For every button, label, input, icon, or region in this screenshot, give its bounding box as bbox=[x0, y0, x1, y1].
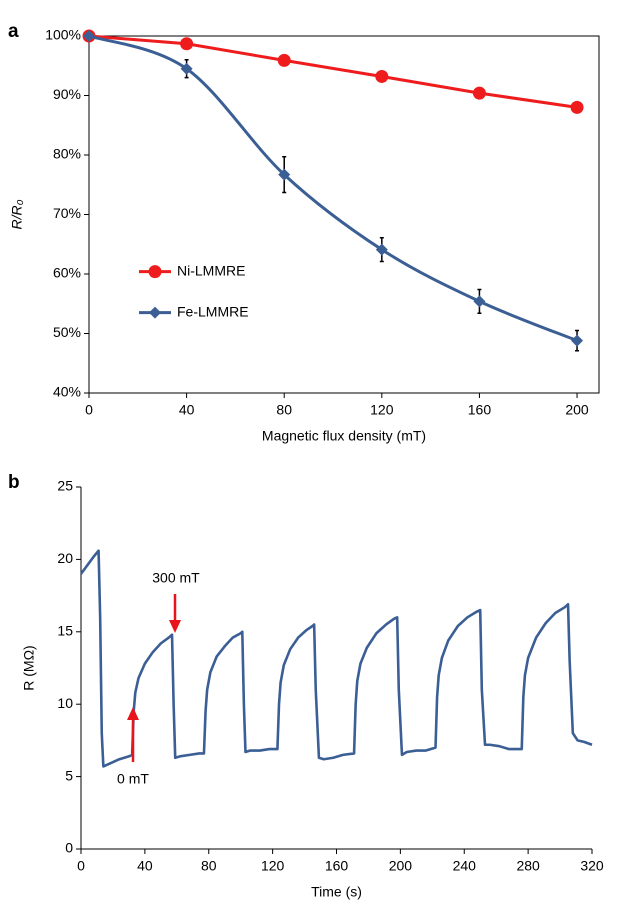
data-point bbox=[277, 53, 291, 67]
x-tick-label: 0 bbox=[85, 402, 93, 418]
x-tick-label: 280 bbox=[516, 858, 540, 874]
data-point bbox=[180, 62, 193, 75]
y-axis-label: R (MΩ) bbox=[21, 645, 37, 690]
x-tick-label: 240 bbox=[453, 858, 477, 874]
y-tick-label: 50% bbox=[53, 324, 81, 340]
x-tick-label: 40 bbox=[137, 858, 153, 874]
legend-label: Ni-LMMRE bbox=[177, 262, 245, 278]
data-point bbox=[278, 168, 291, 181]
data-point bbox=[472, 86, 486, 100]
y-tick-label: 5 bbox=[65, 767, 73, 783]
annotation-arrowhead bbox=[169, 620, 181, 633]
y-axis-label: R/R₀ bbox=[9, 199, 25, 229]
series-line bbox=[88, 34, 578, 109]
y-tick-label: 20 bbox=[57, 550, 73, 566]
data-point bbox=[375, 69, 389, 83]
x-tick-label: 200 bbox=[389, 858, 413, 874]
x-tick-label: 160 bbox=[468, 402, 492, 418]
data-point bbox=[473, 295, 486, 308]
panel-label: b bbox=[8, 472, 20, 493]
data-point bbox=[180, 37, 194, 51]
x-axis-label: Time (s) bbox=[311, 884, 362, 900]
y-tick-label: 0 bbox=[65, 840, 73, 856]
data-point bbox=[571, 334, 584, 347]
y-tick-label: 80% bbox=[53, 146, 81, 162]
series-line bbox=[79, 549, 593, 768]
y-tick-label: 70% bbox=[53, 205, 81, 221]
y-tick-label: 15 bbox=[57, 623, 73, 639]
plot-frame bbox=[88, 35, 600, 394]
data-point bbox=[375, 243, 388, 256]
x-axis-label: Magnetic flux density (mT) bbox=[262, 428, 426, 444]
y-tick-label: 100% bbox=[45, 27, 81, 43]
x-tick-label: 80 bbox=[276, 402, 292, 418]
x-tick-label: 200 bbox=[565, 402, 589, 418]
panel-label: a bbox=[8, 21, 19, 42]
x-tick-label: 320 bbox=[580, 858, 604, 874]
x-tick-label: 120 bbox=[370, 402, 394, 418]
legend-marker bbox=[149, 306, 161, 319]
annotation: 300 mT bbox=[152, 570, 200, 586]
annotation: 0 mT bbox=[117, 771, 149, 787]
y-tick-label: 25 bbox=[57, 478, 73, 494]
data-point bbox=[570, 100, 584, 114]
x-tick-label: 0 bbox=[77, 858, 85, 874]
x-tick-label: 160 bbox=[325, 858, 349, 874]
data-point bbox=[83, 30, 95, 42]
legend-marker bbox=[148, 265, 162, 279]
annotation-arrowhead bbox=[127, 707, 139, 720]
y-tick-label: 90% bbox=[53, 86, 81, 102]
x-tick-label: 40 bbox=[179, 402, 195, 418]
y-tick-label: 40% bbox=[53, 384, 81, 400]
x-tick-label: 80 bbox=[201, 858, 217, 874]
y-tick-label: 10 bbox=[57, 695, 73, 711]
y-tick-label: 60% bbox=[53, 265, 81, 281]
series-line bbox=[88, 34, 578, 343]
x-tick-label: 120 bbox=[261, 858, 285, 874]
legend-label: Fe-LMMRE bbox=[177, 303, 249, 319]
